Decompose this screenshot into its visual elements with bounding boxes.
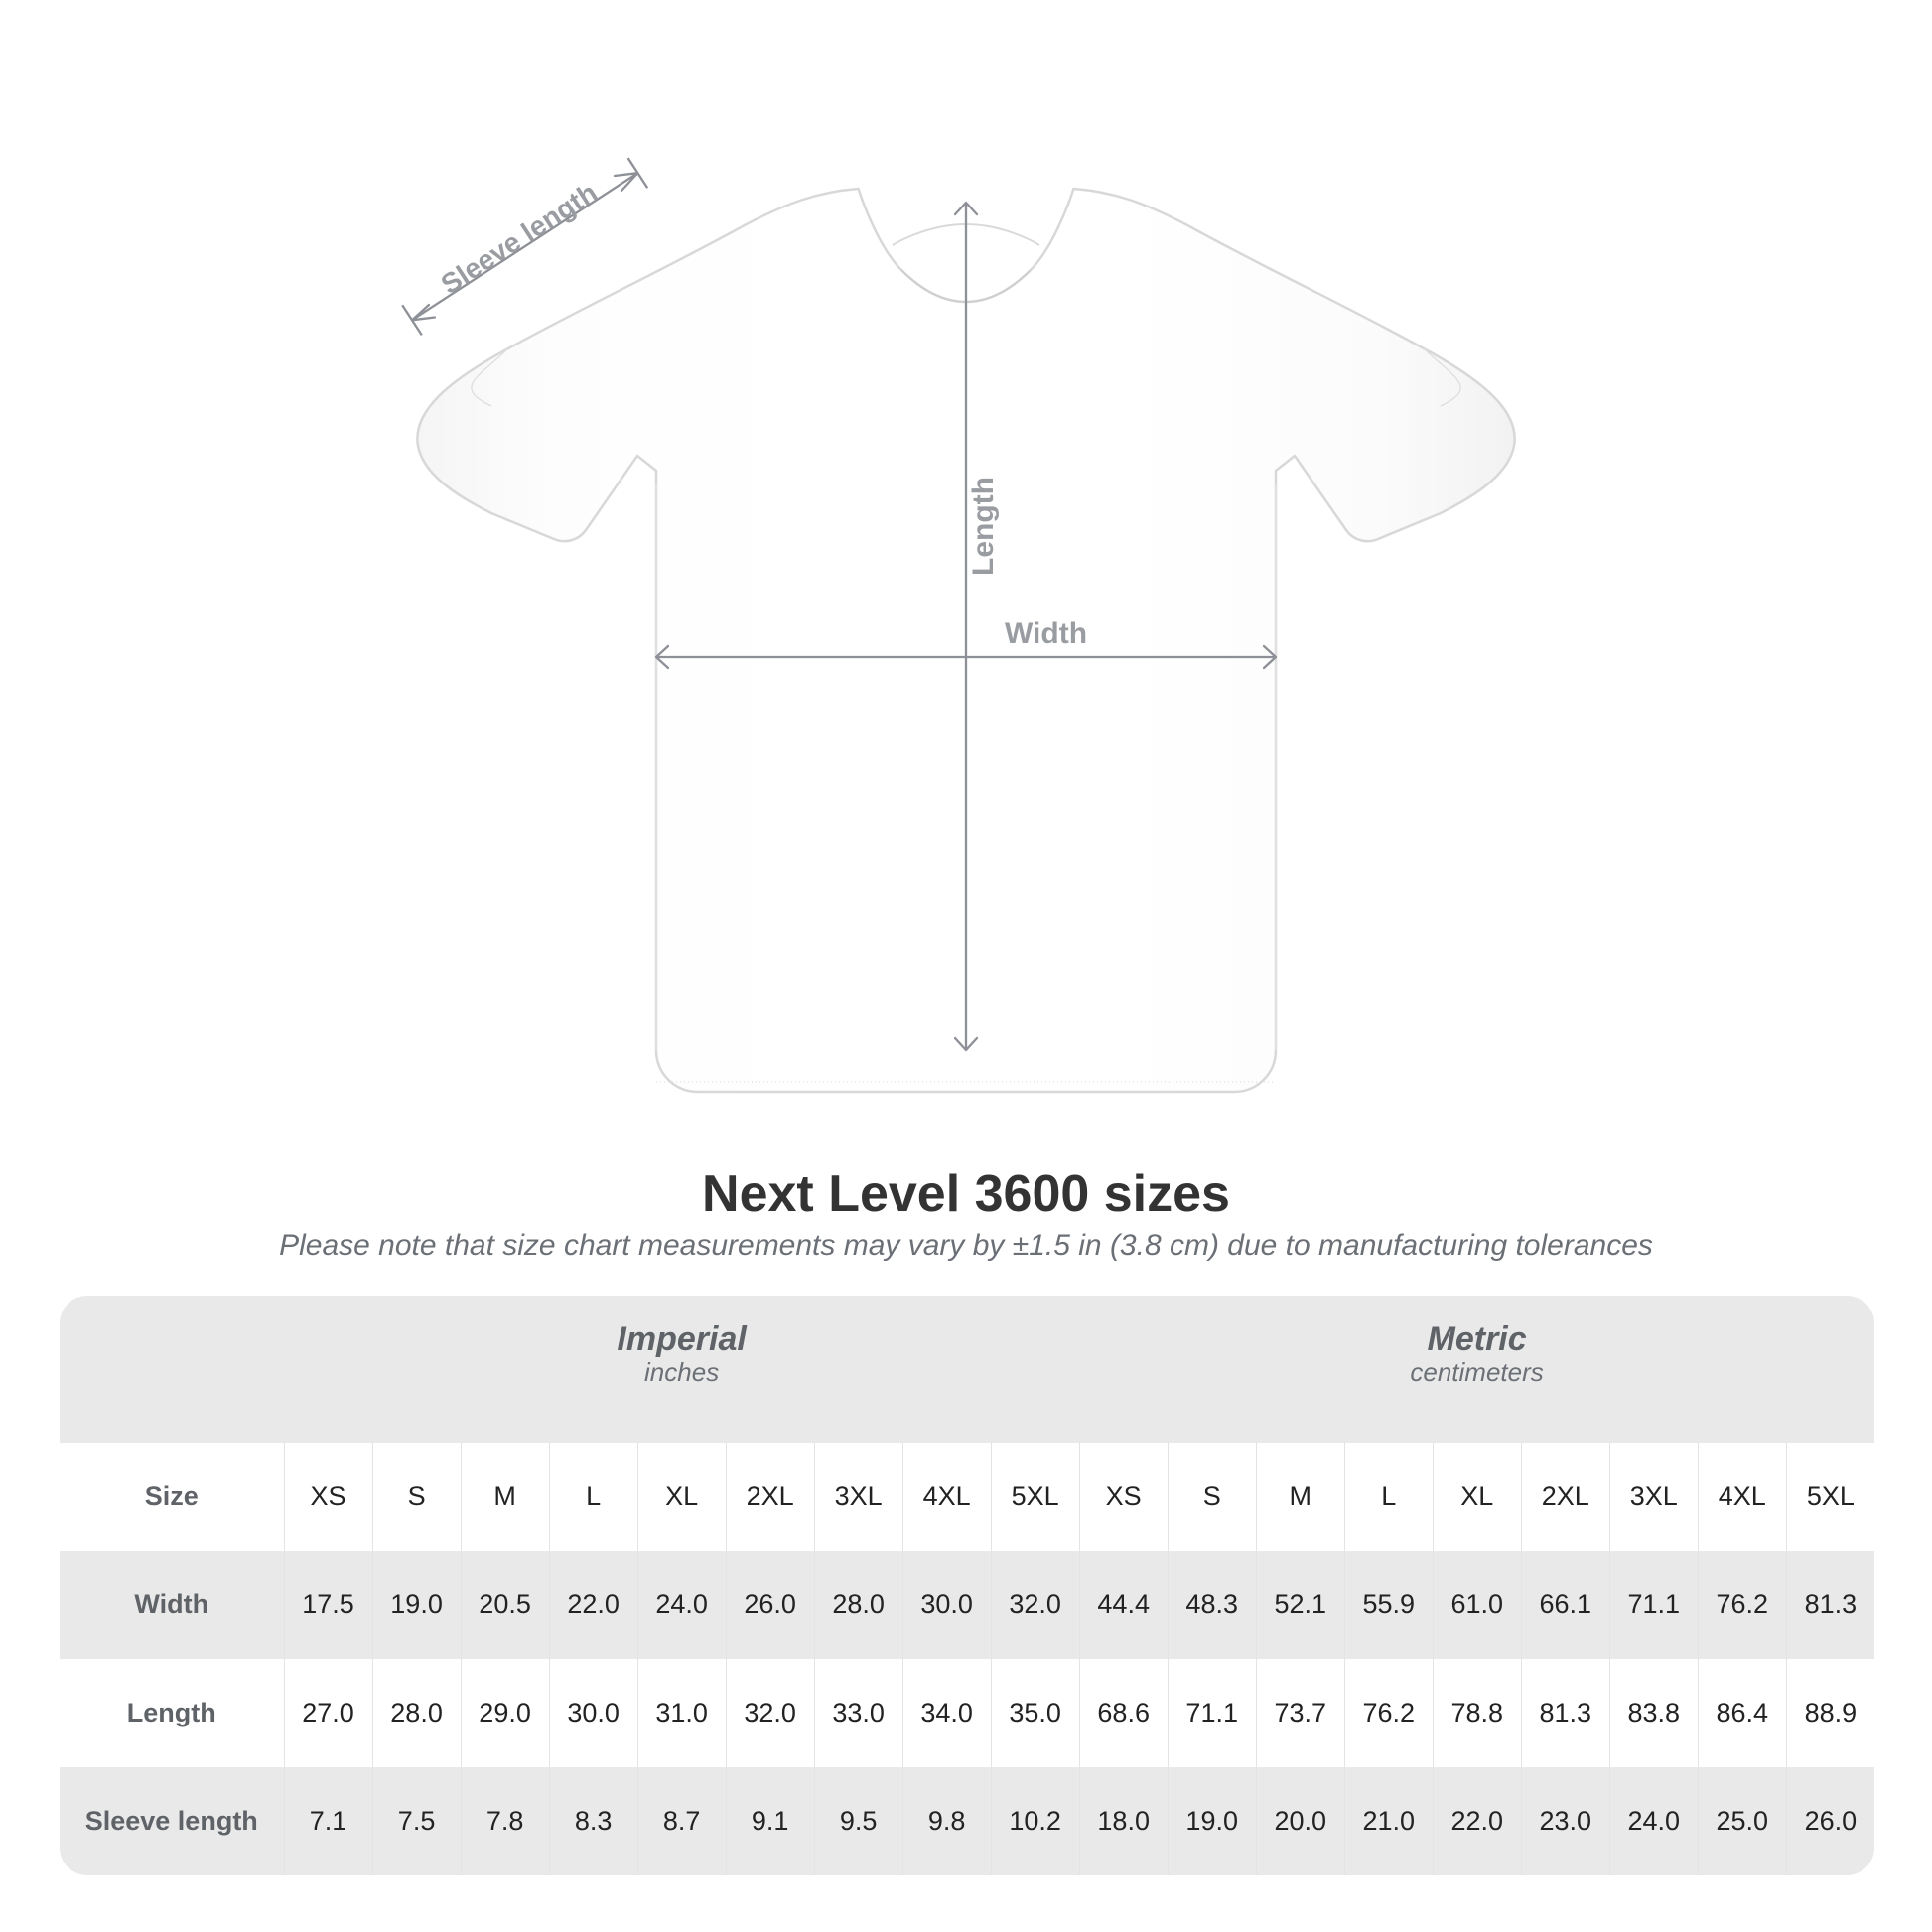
svg-text:Sleeve length: Sleeve length: [436, 177, 603, 300]
svg-text:Length: Length: [967, 477, 1000, 576]
svg-text:Width: Width: [1005, 618, 1087, 650]
